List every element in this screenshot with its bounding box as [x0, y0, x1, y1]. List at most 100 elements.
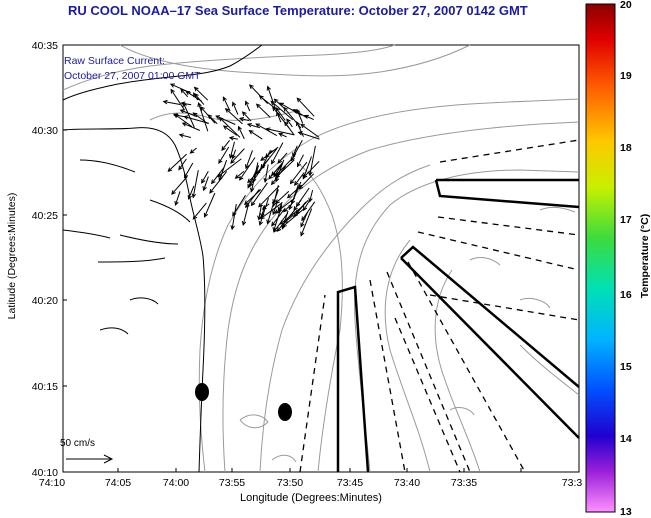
current-vector	[232, 149, 237, 159]
current-vector-head	[245, 164, 250, 170]
current-vector	[293, 109, 308, 119]
current-vector-head	[224, 108, 230, 113]
current-vector	[194, 87, 209, 101]
current-vector-head	[271, 221, 276, 227]
current-vector	[244, 189, 262, 205]
current-vector	[309, 189, 314, 202]
current-vector	[167, 153, 187, 172]
current-vector	[193, 112, 208, 125]
current-vector	[221, 139, 230, 151]
current-vector-head	[286, 118, 291, 124]
current-vector	[207, 114, 218, 125]
current-vector-head	[276, 227, 282, 232]
current-vector-head	[259, 214, 265, 220]
current-vector-head	[272, 201, 277, 207]
colorbar-tick-label: 14	[620, 433, 632, 445]
current-vector	[170, 89, 186, 111]
current-vector-head	[258, 220, 264, 226]
x-tick-label: 73:35	[451, 477, 477, 489]
x-tick-label: 73:50	[277, 477, 303, 489]
current-vector	[283, 203, 292, 212]
current-vector	[302, 156, 312, 179]
current-vector	[286, 118, 293, 128]
current-vector-head	[218, 159, 223, 165]
current-vector-head	[193, 86, 199, 92]
axis-ticks	[62, 44, 522, 473]
current-vector	[193, 92, 199, 101]
current-vector-head	[169, 83, 175, 88]
current-vector-head	[180, 88, 185, 94]
y-tick-label: 40:20	[32, 295, 58, 307]
current-vector-head	[288, 205, 293, 211]
current-vector	[259, 197, 269, 226]
current-vector	[242, 202, 250, 226]
station-marker	[278, 403, 292, 421]
current-vector-head	[191, 193, 196, 199]
current-vector	[287, 184, 303, 199]
current-vector-head	[302, 206, 308, 212]
current-vector-head	[171, 190, 176, 195]
x-tick-label: 73:3	[562, 477, 583, 489]
current-vector	[198, 102, 209, 132]
current-vector-head	[273, 98, 279, 104]
current-vector	[184, 162, 194, 178]
current-vector	[185, 90, 202, 102]
current-vector-head	[239, 175, 244, 181]
station-marker	[195, 383, 209, 401]
current-vector	[218, 159, 228, 181]
current-vector	[242, 111, 252, 122]
current-vector-head	[179, 109, 185, 114]
current-vector-head	[273, 172, 278, 178]
current-vector	[272, 106, 290, 128]
current-vector	[204, 192, 216, 217]
current-vector	[260, 202, 283, 220]
current-vector	[294, 172, 305, 186]
current-vector-head	[241, 220, 247, 226]
current-vector	[296, 97, 315, 117]
current-vector-head	[274, 209, 280, 214]
coastline	[62, 44, 263, 473]
current-vector-head	[181, 122, 187, 127]
current-vector-head	[173, 113, 179, 118]
current-vector-head	[187, 194, 192, 200]
current-vector	[229, 141, 235, 159]
current-vector	[270, 100, 294, 121]
current-vector	[251, 182, 268, 206]
current-vector-head	[185, 90, 191, 95]
y-tick-label: 40:15	[32, 381, 58, 393]
current-vector	[175, 191, 181, 206]
current-vector-head	[293, 206, 298, 212]
surface-current-vectors	[162, 83, 320, 237]
current-vector	[266, 128, 294, 136]
current-vector	[271, 142, 284, 164]
current-vector	[247, 123, 261, 129]
current-vector-head	[203, 212, 209, 218]
current-vector	[283, 107, 302, 129]
current-vector-head	[283, 218, 289, 224]
current-vector-head	[248, 129, 254, 135]
colorbar-label: Temperature (°C)	[639, 213, 651, 299]
current-vector-head	[222, 96, 227, 102]
current-vector	[192, 170, 199, 198]
current-vector-head	[293, 212, 298, 218]
current-vector-head	[202, 186, 207, 192]
current-vector	[267, 204, 274, 224]
current-vector	[275, 155, 296, 176]
current-vector	[304, 115, 314, 121]
current-vector	[309, 145, 316, 176]
colorbar-tick-label: 20	[620, 0, 632, 11]
current-vector	[239, 117, 250, 122]
current-vector	[255, 123, 278, 137]
x-tick-label: 73:40	[394, 477, 420, 489]
current-vector	[190, 147, 197, 154]
current-vector-head	[232, 101, 237, 107]
current-vector-head	[178, 165, 183, 171]
current-vector	[232, 102, 239, 115]
current-vector-head	[255, 103, 261, 109]
current-vector-head	[272, 199, 277, 205]
current-vector-head	[209, 188, 214, 194]
current-vector	[271, 208, 285, 227]
current-vector-head	[271, 159, 276, 165]
current-vector	[300, 208, 313, 236]
current-vector	[238, 126, 245, 140]
